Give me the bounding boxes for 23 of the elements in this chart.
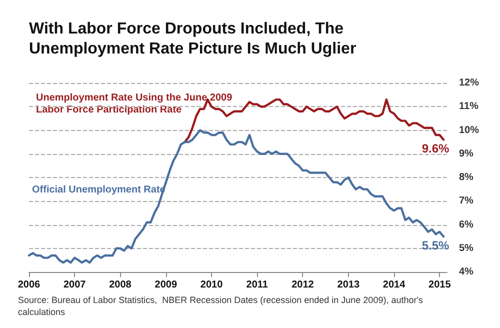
x-tick-label: 2011 xyxy=(246,280,268,290)
y-tick-label: 6% xyxy=(459,219,474,230)
chart-title: With Labor Force Dropouts Included, The Unemployment Rate Picture Is Much Uglier xyxy=(29,20,356,58)
x-tick-label: 2012 xyxy=(292,280,314,290)
x-tick-label: 2014 xyxy=(382,280,406,290)
y-tick-label: 5% xyxy=(459,242,474,254)
y-tick-label: 9% xyxy=(459,148,474,160)
y-tick-label: 11% xyxy=(459,101,479,112)
x-tick-label: 2015 xyxy=(428,280,452,290)
x-tick-label: 2008 xyxy=(109,280,132,290)
x-tick-label: 2009 xyxy=(154,280,178,290)
source-note: Source: Bureau of Labor Statistics, NBER Recession Dates (recession ended in June 2009), author's calculations xyxy=(18,295,424,317)
x-tick-label: 2010 xyxy=(200,280,224,290)
x-tick-label: 2007 xyxy=(63,280,86,290)
y-tick-label: 4% xyxy=(459,266,474,278)
y-tick-label: 7% xyxy=(459,196,474,207)
annotation: 5.5% xyxy=(422,238,450,253)
x-tick-label: 2013 xyxy=(337,280,360,290)
y-tick-label: 8% xyxy=(459,172,474,183)
x-tick-label: 2006 xyxy=(18,280,41,290)
y-tick-label: 12% xyxy=(459,78,480,88)
y-tick-label: 10% xyxy=(459,124,480,136)
annotation: 9.6% xyxy=(422,142,450,156)
